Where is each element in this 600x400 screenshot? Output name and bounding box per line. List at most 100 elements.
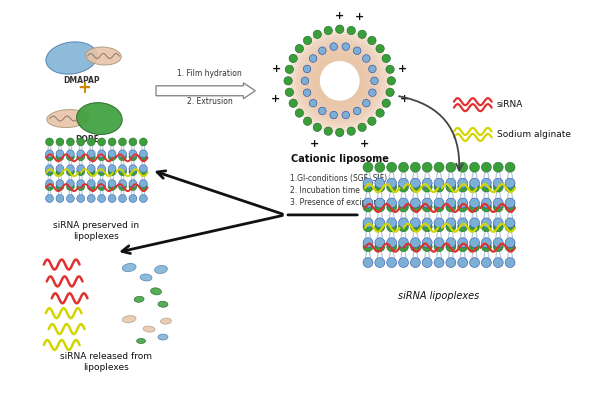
Circle shape — [56, 153, 64, 161]
Circle shape — [363, 198, 373, 208]
Circle shape — [371, 77, 378, 85]
FancyArrowPatch shape — [399, 96, 463, 170]
Circle shape — [295, 44, 304, 53]
Circle shape — [493, 202, 503, 212]
Circle shape — [434, 198, 444, 208]
Text: siRNA released from
lipoplexes: siRNA released from lipoplexes — [61, 352, 152, 372]
Circle shape — [119, 150, 127, 158]
Circle shape — [330, 111, 337, 119]
Circle shape — [375, 258, 385, 268]
Circle shape — [387, 258, 397, 268]
Text: +: + — [310, 139, 320, 149]
Circle shape — [303, 89, 311, 96]
Circle shape — [446, 218, 456, 228]
Circle shape — [410, 242, 421, 252]
Circle shape — [284, 77, 292, 85]
Ellipse shape — [77, 103, 122, 134]
Polygon shape — [296, 37, 383, 124]
Circle shape — [386, 88, 394, 96]
Circle shape — [139, 138, 148, 146]
Circle shape — [375, 222, 385, 232]
Circle shape — [363, 178, 373, 188]
Polygon shape — [310, 51, 370, 110]
Circle shape — [470, 162, 479, 172]
Ellipse shape — [47, 110, 88, 128]
Text: +: + — [355, 12, 364, 22]
Circle shape — [446, 222, 456, 232]
Circle shape — [434, 258, 444, 268]
Circle shape — [505, 162, 515, 172]
Circle shape — [434, 162, 444, 172]
Circle shape — [481, 198, 491, 208]
Circle shape — [493, 182, 503, 192]
Circle shape — [304, 36, 311, 45]
Circle shape — [387, 162, 397, 172]
Circle shape — [324, 127, 332, 135]
Ellipse shape — [160, 318, 172, 324]
Circle shape — [505, 222, 515, 232]
Circle shape — [375, 178, 385, 188]
Circle shape — [493, 238, 503, 248]
Polygon shape — [305, 46, 374, 116]
Circle shape — [363, 242, 373, 252]
Circle shape — [387, 242, 397, 252]
Ellipse shape — [137, 338, 146, 344]
Circle shape — [363, 162, 373, 172]
Circle shape — [505, 182, 515, 192]
Circle shape — [387, 238, 397, 248]
Circle shape — [493, 218, 503, 228]
Circle shape — [387, 178, 397, 188]
Circle shape — [295, 109, 304, 117]
Circle shape — [108, 165, 116, 173]
FancyArrow shape — [156, 83, 256, 99]
Circle shape — [410, 178, 421, 188]
Ellipse shape — [86, 47, 121, 65]
Circle shape — [98, 153, 106, 161]
Circle shape — [342, 111, 350, 119]
Circle shape — [67, 165, 74, 173]
Circle shape — [493, 162, 503, 172]
Circle shape — [493, 178, 503, 188]
Circle shape — [493, 258, 503, 268]
Circle shape — [505, 202, 515, 212]
Circle shape — [446, 182, 456, 192]
Circle shape — [320, 61, 359, 101]
Circle shape — [376, 44, 384, 53]
Circle shape — [387, 222, 397, 232]
Circle shape — [289, 54, 298, 62]
Circle shape — [446, 258, 456, 268]
Circle shape — [493, 242, 503, 252]
Circle shape — [67, 183, 74, 190]
Polygon shape — [319, 60, 361, 102]
Text: siRNA lipoplexes: siRNA lipoplexes — [398, 291, 479, 301]
Circle shape — [422, 198, 432, 208]
Circle shape — [422, 162, 432, 172]
Circle shape — [87, 153, 95, 161]
Circle shape — [353, 107, 361, 115]
Circle shape — [422, 202, 432, 212]
Text: siRNA: siRNA — [497, 100, 523, 109]
Circle shape — [310, 100, 317, 107]
Circle shape — [46, 194, 53, 202]
Circle shape — [358, 30, 366, 38]
Circle shape — [446, 238, 456, 248]
Circle shape — [387, 198, 397, 208]
Circle shape — [505, 198, 515, 208]
Circle shape — [398, 238, 409, 248]
Circle shape — [375, 238, 385, 248]
Text: +: + — [360, 139, 369, 149]
Circle shape — [410, 238, 421, 248]
Circle shape — [119, 165, 127, 173]
Circle shape — [434, 182, 444, 192]
Circle shape — [422, 218, 432, 228]
Circle shape — [46, 150, 53, 158]
Circle shape — [46, 183, 53, 190]
Circle shape — [470, 178, 479, 188]
Circle shape — [67, 138, 74, 146]
Circle shape — [375, 182, 385, 192]
Circle shape — [56, 168, 64, 176]
Circle shape — [119, 168, 127, 176]
Circle shape — [382, 54, 391, 62]
Circle shape — [398, 162, 409, 172]
Circle shape — [56, 165, 64, 173]
